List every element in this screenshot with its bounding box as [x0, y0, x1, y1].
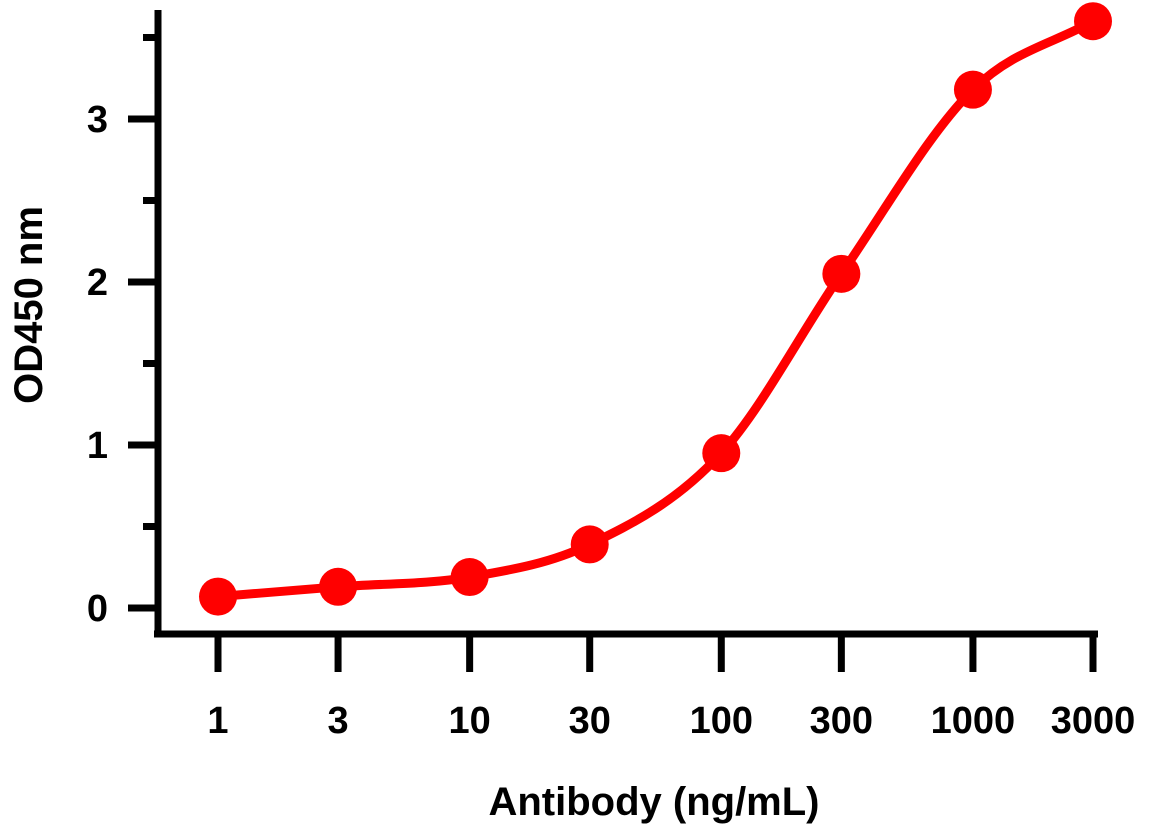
data-point	[199, 577, 237, 616]
data-point	[450, 558, 489, 597]
data-point	[953, 70, 992, 109]
y-axis-title: OD450 nm	[7, 206, 51, 404]
data-point	[702, 434, 741, 473]
y-tick-label: 0	[87, 588, 108, 630]
data-point	[570, 525, 609, 564]
y-ticks: 0 1 2 3	[87, 34, 158, 630]
x-tick-label: 300	[810, 700, 873, 742]
axes: 0 1 2 3 1 3 10 30 100 300 1000 3000	[87, 10, 1135, 742]
x-tick-label: 100	[690, 700, 753, 742]
x-tick-label: 3000	[1051, 700, 1136, 742]
data-point	[319, 567, 358, 606]
y-tick-label: 2	[87, 262, 108, 304]
data-point	[1074, 2, 1112, 41]
x-tick-label: 30	[569, 700, 611, 742]
plot-area	[199, 2, 1112, 616]
data-points	[199, 2, 1112, 616]
y-tick-label: 3	[87, 99, 108, 141]
x-ticks: 1 3 10 30 100 300 1000 3000	[207, 634, 1135, 742]
x-tick-label: 1	[207, 700, 228, 742]
data-point	[822, 254, 861, 293]
x-tick-label: 1000	[931, 700, 1016, 742]
x-tick-label: 3	[327, 700, 348, 742]
x-tick-label: 10	[449, 700, 491, 742]
y-tick-label: 1	[87, 425, 108, 467]
x-axis-title: Antibody (ng/mL)	[488, 780, 819, 824]
series-line	[213, 16, 1098, 602]
